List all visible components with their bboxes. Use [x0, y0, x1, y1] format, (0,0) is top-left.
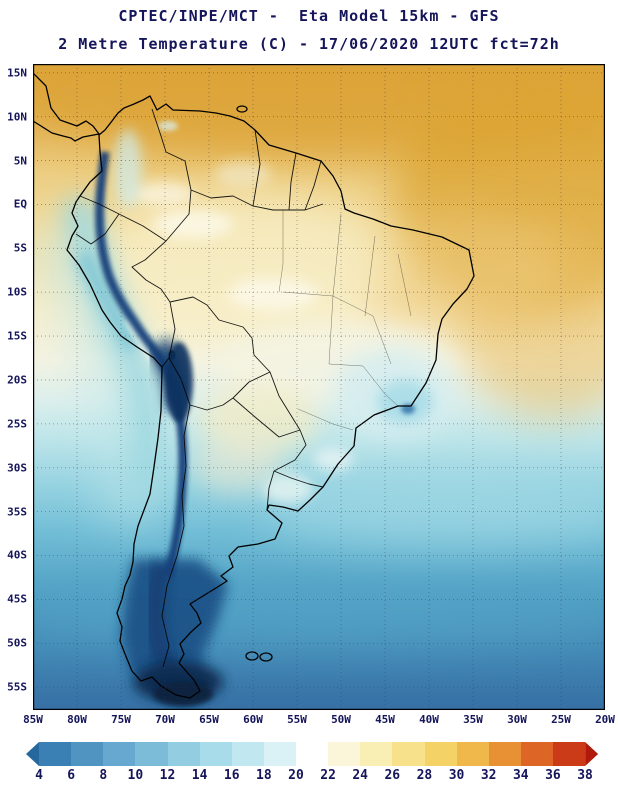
colorbar-tick-30: 30 — [448, 768, 465, 783]
colorbar-tick-20: 20 — [288, 768, 304, 783]
lon-label-65W: 65W — [199, 713, 219, 726]
lat-label-25S: 25S — [7, 417, 27, 431]
lon-label-35W: 35W — [463, 713, 483, 726]
lat-label-5S: 5S — [13, 241, 27, 255]
lat-label-5N: 5N — [13, 154, 27, 168]
colorbar-tick-14: 14 — [191, 768, 208, 783]
lat-label-10S: 10S — [7, 285, 27, 299]
colorbar-tick-22: 22 — [320, 768, 336, 783]
lon-label-40W: 40W — [419, 713, 439, 726]
lon-label-45W: 45W — [375, 713, 395, 726]
map-frame — [33, 64, 605, 710]
lon-label-75W: 75W — [111, 713, 131, 726]
trinidad-island — [236, 105, 248, 113]
colorbar-ticks: 4 6 8 10 12 14 16 18 20 22 24 26 28 30 32 34 36 38 — [26, 768, 598, 787]
colorbar-tick-10: 10 — [127, 768, 144, 783]
lon-label-20W: 20W — [595, 713, 615, 726]
lat-label-15N: 15N — [7, 66, 27, 80]
page-title: CPTEC/INPE/MCT - Eta Model 15km - GFS — [118, 7, 500, 25]
lon-axis: 85W 80W 75W 70W 65W 60W 55W 50W 45W 40W 35W 30W 25W 2… — [23, 713, 615, 730]
falkland-island-east — [259, 652, 273, 662]
colorbar-tick-16: 16 — [223, 768, 240, 783]
lon-label-70W: 70W — [155, 713, 175, 726]
colorbar-swatch-22 — [328, 742, 361, 766]
colorbar-swatch-34 — [520, 742, 553, 766]
lon-label-60W: 60W — [243, 713, 263, 726]
lon-label-50W: 50W — [331, 713, 351, 726]
colorbar-tick-12: 12 — [159, 768, 176, 783]
colorbar-swatch-14 — [199, 742, 232, 766]
colorbar-arrow-high — [585, 742, 599, 766]
country-borders — [75, 108, 324, 668]
lat-axis: 15N 10N 5N EQ 5S 10S 15S 20S 25S 30S 35S 40S 45S 50S 5… — [0, 64, 30, 710]
colorbar-swatch-32 — [488, 742, 521, 766]
colorbar-tick-4: 4 — [35, 768, 43, 783]
colorbar-tick-6: 6 — [67, 768, 76, 783]
colorbar-swatch-12 — [167, 742, 200, 766]
lat-label-EQ: EQ — [13, 197, 27, 211]
lon-label-85W: 85W — [23, 713, 43, 726]
colorbar-swatch-26 — [392, 742, 425, 766]
colorbar-swatch-4 — [39, 742, 72, 766]
colorbar-tick-26: 26 — [384, 768, 401, 783]
lon-label-30W: 30W — [507, 713, 527, 726]
colorbar-tick-36: 36 — [545, 768, 561, 783]
lat-label-15S: 15S — [7, 329, 27, 343]
coastline — [66, 95, 475, 699]
colorbar-swatch-16 — [231, 742, 264, 766]
lat-label-10N: 10N — [7, 110, 27, 124]
map-area — [33, 64, 605, 710]
falkland-island-west — [245, 651, 259, 661]
lat-label-50S: 50S — [7, 636, 27, 650]
lon-label-25W: 25W — [551, 713, 571, 726]
colorbar-tick-38: 38 — [577, 768, 593, 783]
colorbar-swatch-10 — [135, 742, 168, 766]
lat-label-20S: 20S — [7, 373, 27, 387]
lat-label-40S: 40S — [7, 548, 27, 562]
lon-label-80W: 80W — [67, 713, 87, 726]
temperature-field — [33, 64, 605, 710]
colorbar-tick-8: 8 — [99, 768, 108, 783]
central-america-coastline — [33, 72, 100, 142]
colorbar-swatch-20 — [296, 742, 329, 766]
lat-label-45S: 45S — [7, 592, 27, 606]
colorbar-tick-28: 28 — [416, 768, 433, 783]
colorbar-swatch-18 — [263, 742, 296, 766]
colorbar-tick-24: 24 — [352, 768, 369, 783]
page-subtitle: 2 Metre Temperature (C) - 17/06/2020 12U… — [58, 35, 560, 53]
lat-label-55S: 55S — [7, 680, 27, 694]
lon-label-55W: 55W — [287, 713, 307, 726]
colorbar-swatch-24 — [360, 742, 393, 766]
colorbar-swatches — [26, 742, 599, 766]
lat-label-30S: 30S — [7, 461, 27, 475]
geography-layer — [33, 72, 475, 699]
colorbar-tick-18: 18 — [256, 768, 272, 783]
colorbar-swatch-36 — [553, 742, 586, 766]
lat-label-35S: 35S — [7, 505, 27, 519]
map-canvas — [33, 64, 605, 710]
colorbar-tick-34: 34 — [512, 768, 529, 783]
colorbar-arrow-low — [26, 742, 39, 766]
colorbar-swatch-30 — [456, 742, 489, 766]
colorbar-swatch-6 — [71, 742, 104, 766]
state-borders — [278, 210, 412, 431]
colorbar-swatch-28 — [424, 742, 457, 766]
colorbar-tick-32: 32 — [480, 768, 497, 783]
gridlines — [33, 64, 605, 710]
colorbar-swatch-8 — [103, 742, 136, 766]
